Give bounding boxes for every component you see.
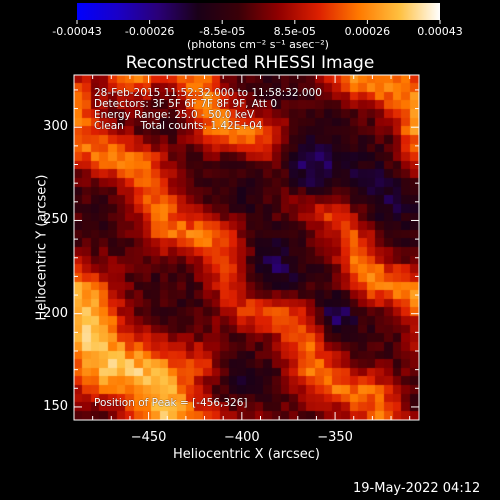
y-tick-label: 250 [43, 212, 68, 228]
x-tick-label: −350 [317, 430, 353, 445]
colorbar-tick-marks [76, 20, 441, 24]
detectors-annotation: Detectors: 3F 5F 6F 7F 8F 9F, Att 0 [94, 98, 278, 110]
timestamp: 19-May-2022 04:12 [353, 481, 481, 496]
peak-position-annotation: Position of Peak = [-456,326] [94, 397, 248, 409]
x-tick-label: −450 [130, 430, 167, 445]
y-tick-label: 150 [43, 398, 68, 414]
total-counts-annotation: Clean Total counts: 1.42E+04 [94, 120, 263, 132]
colorbar-gradient [77, 3, 440, 20]
time-range-annotation: 28-Feb-2015 11:52:32.000 to 11:58:32.000 [94, 87, 322, 99]
colorbar-tick-label: 8.5e-05 [273, 25, 316, 38]
colorbar-tick-label: -0.00043 [52, 25, 102, 38]
colorbar-unit-label: (photons cm⁻² s⁻¹ asec⁻²) [187, 38, 329, 51]
y-axis-label: Heliocentric Y (arcsec) [34, 174, 50, 321]
x-tick-label: −400 [223, 430, 260, 445]
y-tick-label: 200 [43, 305, 68, 321]
colorbar-tick-label: 0.00026 [344, 25, 391, 38]
x-axis-label: Heliocentric X (arcsec) [173, 447, 320, 462]
y-tick-label: 300 [43, 119, 68, 135]
energy-range-annotation: Energy Range: 25.0 - 50.0 keV [94, 109, 255, 121]
plot-frame [73, 74, 420, 421]
colorbar-tick-label: -8.5e-05 [199, 25, 246, 38]
colorbar [76, 3, 441, 24]
chart-title: Reconstructed RHESSI Image [125, 53, 375, 73]
colorbar-tick-label: -0.00026 [124, 25, 175, 38]
colorbar-tick-label: 0.00043 [417, 25, 463, 38]
heatmap-image [74, 75, 419, 420]
